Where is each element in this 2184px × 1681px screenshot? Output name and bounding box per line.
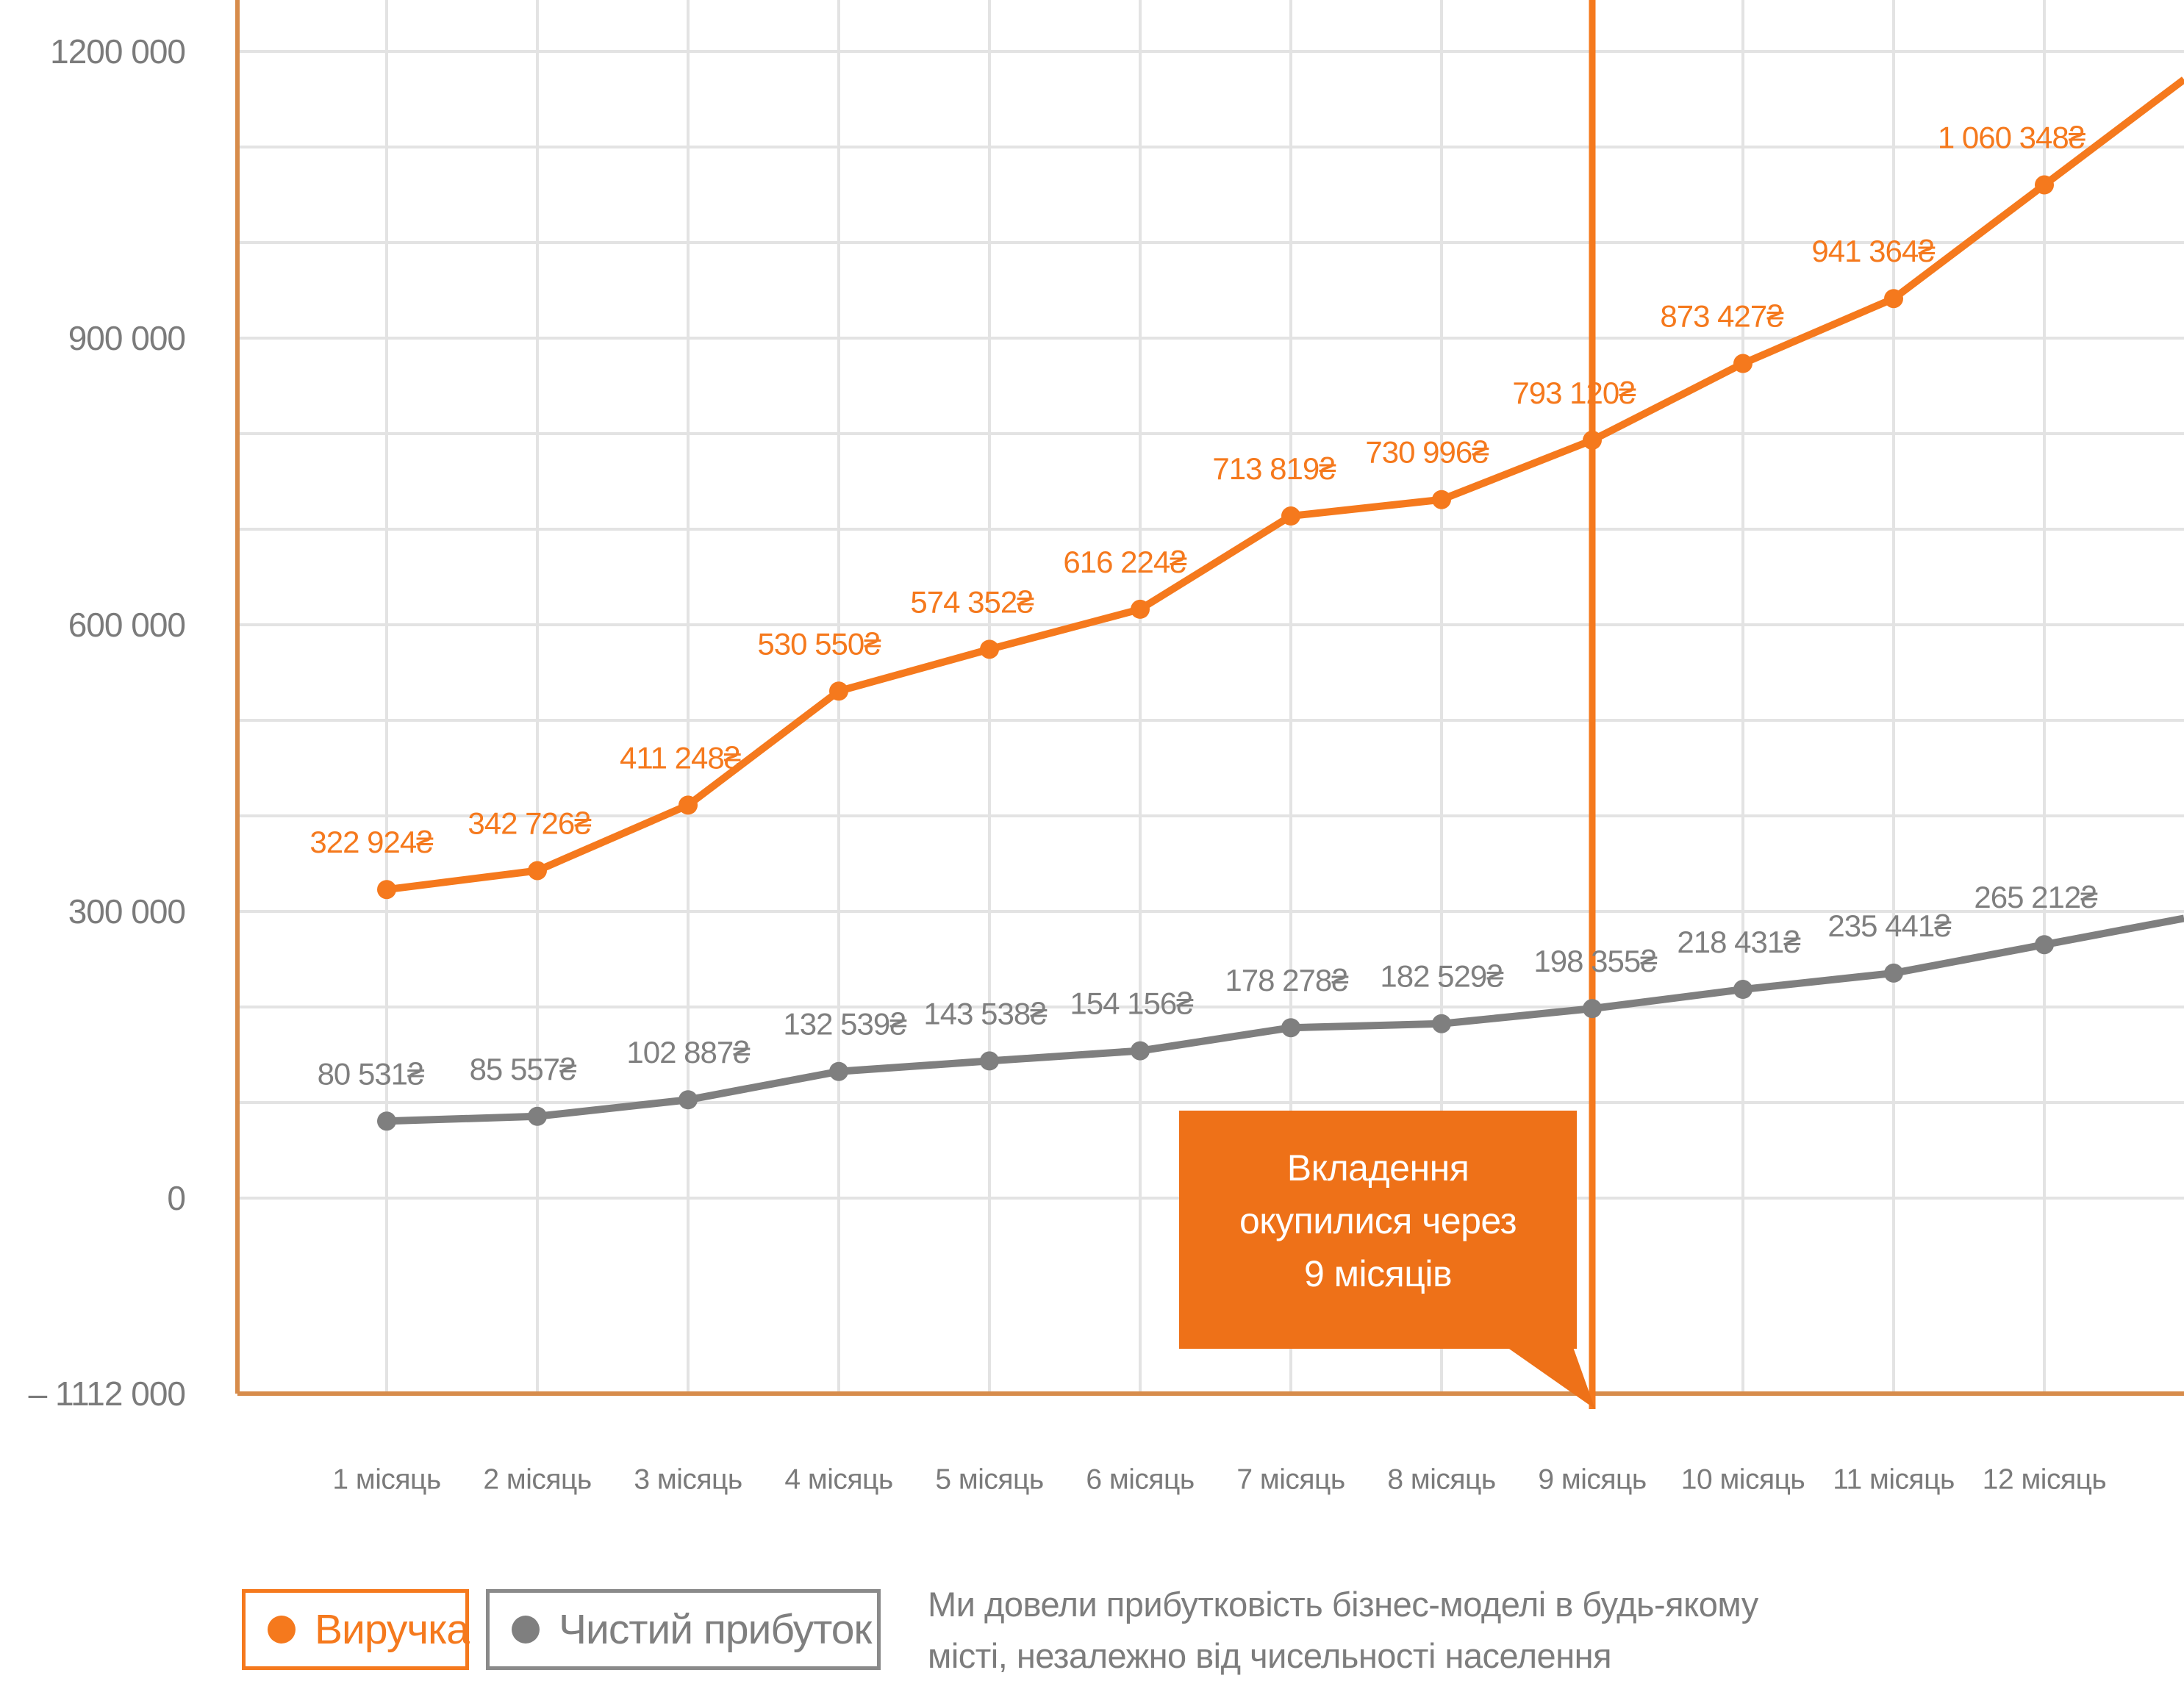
profit-point-label: 178 278₴ bbox=[1225, 963, 1349, 997]
x-tick-label: 7 місяць bbox=[1236, 1464, 1345, 1496]
revenue-point bbox=[1131, 599, 1150, 619]
profit-point-label: 80 531₴ bbox=[318, 1056, 425, 1091]
profit-point-label: 182 529₴ bbox=[1380, 959, 1504, 994]
legend-item-profit[interactable]: Чистий прибуток bbox=[486, 1589, 881, 1670]
revenue-point-label: 342 726₴ bbox=[468, 806, 592, 840]
profit-point-label: 218 431₴ bbox=[1677, 925, 1801, 959]
revenue-point-label: 574 352₴ bbox=[910, 584, 1034, 619]
y-tick-label: 1200 000 bbox=[50, 32, 185, 71]
revenue-point-label: 1 060 348₴ bbox=[1938, 121, 2086, 155]
callout-text-line: 9 місяців bbox=[1304, 1253, 1452, 1294]
x-tick-label: 11 місяць bbox=[1833, 1464, 1955, 1496]
profit-point bbox=[1131, 1041, 1150, 1061]
revenue-point bbox=[1583, 430, 1602, 450]
revenue-point bbox=[1281, 506, 1300, 526]
profit-point-label: 143 538₴ bbox=[923, 996, 1048, 1031]
x-tick-label: 4 місяць bbox=[784, 1464, 892, 1496]
x-tick-label: 3 місяць bbox=[634, 1464, 742, 1496]
y-tick-label: 0 bbox=[167, 1179, 185, 1217]
revenue-point-label: 941 364₴ bbox=[1811, 234, 1936, 268]
profit-point-label: 85 557₴ bbox=[470, 1052, 577, 1086]
revenue-point bbox=[1733, 354, 1752, 373]
profit-point bbox=[1281, 1018, 1300, 1038]
footnote-line-1: Ми довели прибутковість бізнес-моделі в … bbox=[928, 1585, 1758, 1624]
profit-point-label: 265 212₴ bbox=[1974, 880, 2098, 914]
revenue-point bbox=[377, 880, 396, 900]
x-tick-label: 8 місяць bbox=[1387, 1464, 1495, 1496]
x-tick-label: 9 місяць bbox=[1538, 1464, 1646, 1496]
x-tick-label: 10 місяць bbox=[1681, 1464, 1805, 1496]
x-tick-label: 5 місяць bbox=[935, 1464, 1043, 1496]
profit-point bbox=[679, 1090, 698, 1110]
profit-point bbox=[528, 1106, 547, 1126]
footnote-text: Ми довели прибутковість бізнес-моделі в … bbox=[928, 1579, 2133, 1681]
profit-point-label: 132 539₴ bbox=[783, 1007, 907, 1042]
revenue-point bbox=[2035, 175, 2054, 195]
profit-point bbox=[377, 1111, 396, 1131]
profit-point bbox=[1884, 963, 1903, 983]
revenue-point-label: 873 427₴ bbox=[1660, 299, 1784, 334]
callout-text-line: окупилися через bbox=[1239, 1200, 1517, 1241]
x-tick-label: 1 місяць bbox=[332, 1464, 440, 1496]
profit-point bbox=[829, 1061, 848, 1081]
profit-point-label: 102 887₴ bbox=[626, 1035, 751, 1069]
x-tick-label: 12 місяць bbox=[1983, 1464, 2106, 1496]
revenue-point-label: 730 996₴ bbox=[1365, 435, 1489, 470]
profit-point bbox=[1733, 980, 1752, 1000]
revenue-point bbox=[829, 681, 848, 701]
revenue-point-label: 530 550₴ bbox=[757, 626, 881, 661]
profit-point-label: 235 441₴ bbox=[1827, 908, 1952, 943]
footnote-line-2: місті, незалежно від чисельності населен… bbox=[928, 1635, 1612, 1675]
legend-label-revenue: Виручка bbox=[315, 1606, 470, 1653]
callout-text-line: Вкладення bbox=[1287, 1147, 1469, 1189]
y-tick-label: – 1112 000 bbox=[29, 1374, 185, 1413]
revenue-point-label: 411 248₴ bbox=[620, 740, 742, 775]
y-tick-label: 600 000 bbox=[68, 606, 185, 644]
profit-point bbox=[2035, 935, 2054, 955]
revenue-point-label: 793 120₴ bbox=[1512, 376, 1636, 410]
profit-point bbox=[1432, 1014, 1451, 1033]
revenue-dot-icon bbox=[268, 1616, 296, 1644]
revenue-point bbox=[980, 639, 999, 659]
profit-line bbox=[386, 914, 2184, 1125]
revenue-point-label: 713 819₴ bbox=[1212, 451, 1336, 486]
revenue-point bbox=[528, 861, 547, 881]
callout-box bbox=[1179, 1111, 1577, 1349]
x-tick-label: 2 місяць bbox=[483, 1464, 591, 1496]
profit-point bbox=[980, 1051, 999, 1071]
profit-point-label: 154 156₴ bbox=[1070, 986, 1194, 1021]
revenue-point-label: 322 924₴ bbox=[309, 825, 434, 859]
revenue-point bbox=[1432, 490, 1451, 509]
revenue-point-label: 616 224₴ bbox=[1063, 545, 1187, 579]
profit-dot-icon bbox=[512, 1616, 540, 1644]
legend-label-profit: Чистий прибуток bbox=[559, 1606, 872, 1653]
legend-item-revenue[interactable]: Виручка bbox=[242, 1589, 470, 1670]
callout-tail bbox=[1507, 1347, 1595, 1409]
revenue-point bbox=[1884, 289, 1903, 309]
y-tick-label: 300 000 bbox=[68, 892, 185, 931]
profit-point bbox=[1583, 999, 1602, 1019]
x-tick-label: 6 місяць bbox=[1086, 1464, 1194, 1496]
revenue-point bbox=[679, 795, 698, 815]
y-tick-label: 900 000 bbox=[68, 319, 185, 357]
profit-point-label: 198 355₴ bbox=[1533, 944, 1658, 978]
